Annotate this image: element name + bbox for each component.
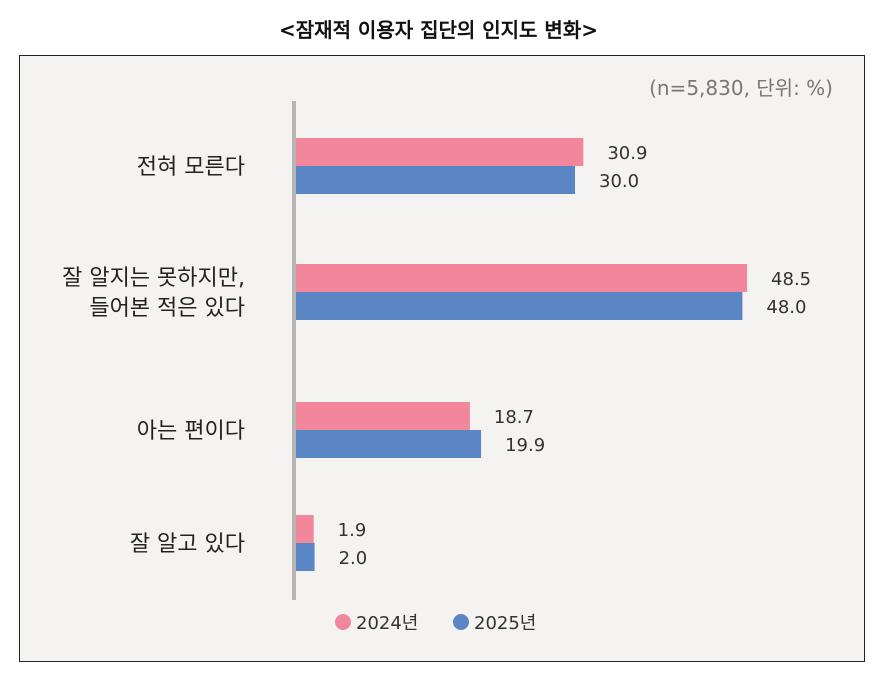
category-label: 잘 알지는 못하지만, 들어본 적은 있다 <box>62 266 245 321</box>
category-label: 잘 알고 있다 <box>130 532 245 557</box>
bar-2024년-0 <box>296 138 584 166</box>
value-label: 30.9 <box>607 143 647 164</box>
category-label: 전혀 모른다 <box>137 155 245 180</box>
legend-label: 2025년 <box>474 613 536 634</box>
bar-2025년-1 <box>296 292 743 320</box>
value-label: 48.5 <box>771 269 811 290</box>
category-label: 아는 편이다 <box>137 419 245 444</box>
value-label: 48.0 <box>766 297 806 318</box>
bar-2025년-0 <box>296 166 575 194</box>
page-title: <잠재적 이용자 집단의 인지도 변화> <box>279 18 598 42</box>
legend-label: 2024년 <box>356 613 418 634</box>
value-label: 30.0 <box>599 171 639 192</box>
value-label: 2.0 <box>339 548 368 569</box>
bar-2025년-2 <box>296 430 482 458</box>
unit-note: (n=5,830, 단위: %) <box>649 76 833 100</box>
bar-2024년-3 <box>296 515 314 543</box>
bar-2025년-3 <box>296 543 315 571</box>
bar-2024년-2 <box>296 402 470 430</box>
value-label: 18.7 <box>494 407 534 428</box>
value-label: 19.9 <box>505 435 545 456</box>
bar-2024년-1 <box>296 264 748 292</box>
legend-marker <box>335 614 351 630</box>
value-label: 1.9 <box>338 520 367 541</box>
legend-marker <box>453 614 469 630</box>
